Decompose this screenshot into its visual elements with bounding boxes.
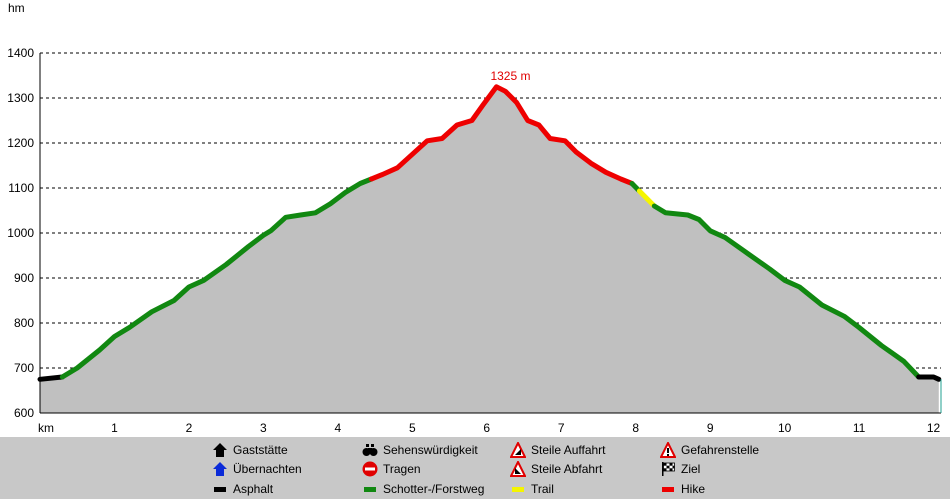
- x-tick-label-6: 6: [483, 421, 490, 435]
- y-tick-label-1000: 1000: [7, 226, 34, 240]
- x-tick-label-3: 3: [260, 421, 267, 435]
- x-tick-labels: 1 2 3 4 5 6 7 8 9 10 11 12: [111, 421, 940, 435]
- legend-item-gaststaette: Gaststätte: [212, 440, 288, 458]
- legend-item-steile-abfahrt: Steile Abfahrt: [509, 459, 602, 477]
- legend-item-uebernachten: Übernachten: [212, 459, 302, 477]
- x-tick-label-8: 8: [632, 421, 639, 435]
- profile-segment-gravel-1: [59, 176, 374, 380]
- legend-item-gefahrenstelle: Gefahrenstelle: [659, 440, 759, 458]
- hike-swatch-icon: [660, 481, 676, 497]
- y-tick-label-1400: 1400: [7, 46, 34, 60]
- x-tick-label-7: 7: [558, 421, 565, 435]
- steep-descent-icon: [509, 459, 527, 477]
- checkered-flag-icon: [660, 461, 676, 477]
- y-tick-labels: 600 700 800 900 1000 1100 1200 1300 1400: [7, 46, 34, 420]
- profile-segment-asphalt-6: [916, 374, 942, 382]
- gravel-swatch-icon: [362, 481, 378, 497]
- y-tick-label-900: 900: [14, 271, 34, 285]
- legend-item-schotter: Schotter-/Forstweg: [362, 479, 484, 497]
- y-tick-label-700: 700: [14, 361, 34, 375]
- legend-item-hike: Hike: [660, 479, 705, 497]
- house-blue-icon: [212, 461, 228, 477]
- legend-item-tragen: Tragen: [362, 459, 421, 477]
- peak-annotation: 1325 m: [490, 69, 530, 83]
- profile-lines: [37, 84, 942, 382]
- x-axis-unit: km: [38, 421, 54, 435]
- binoculars-icon: [362, 442, 378, 458]
- y-tick-label-600: 600: [14, 406, 34, 420]
- elevation-fill: [40, 86, 939, 414]
- y-axis-unit: hm: [8, 1, 25, 15]
- legend-item-ziel: Ziel: [660, 459, 700, 477]
- elevation-chart: hm km 600 700 800 900 1000 1100 1200 1300 1400 1…: [7, 1, 942, 435]
- steep-ascent-icon: [509, 440, 527, 458]
- x-tick-label-2: 2: [186, 421, 193, 435]
- y-tick-label-800: 800: [14, 316, 34, 330]
- y-tick-label-1200: 1200: [7, 136, 34, 150]
- profile-segment-gravel-5: [651, 203, 922, 380]
- legend-item-steile-auffahrt: Steile Auffahrt: [509, 440, 606, 458]
- x-tick-label-12: 12: [927, 421, 941, 435]
- profile-area: [40, 86, 939, 414]
- x-tick-label-4: 4: [335, 421, 342, 435]
- house-black-icon: [212, 442, 228, 458]
- x-tick-label-11: 11: [853, 421, 866, 435]
- profile-segment-asphalt-0: [37, 374, 65, 382]
- x-tick-label-1: 1: [111, 421, 118, 435]
- profile-segment-hike-2: [368, 84, 635, 186]
- danger-sign-icon: [659, 440, 677, 458]
- stop-icon: [362, 461, 378, 477]
- trail-swatch-icon: [510, 481, 526, 497]
- y-tick-label-1100: 1100: [8, 181, 34, 195]
- axes: [39, 53, 942, 414]
- legend-item-trail: Trail: [510, 479, 554, 497]
- profile-segment-trail-4: [636, 188, 657, 209]
- legend: Gaststätte Sehenswürdigkeit Steile Auffa…: [0, 437, 950, 499]
- x-tick-label-10: 10: [778, 421, 792, 435]
- asphalt-swatch-icon: [212, 481, 228, 497]
- x-tick-label-5: 5: [409, 421, 416, 435]
- legend-item-sehenswuerdigkeit: Sehenswürdigkeit: [362, 440, 478, 458]
- legend-item-asphalt: Asphalt: [212, 479, 273, 497]
- y-tick-label-1300: 1300: [7, 91, 34, 105]
- x-tick-label-9: 9: [707, 421, 714, 435]
